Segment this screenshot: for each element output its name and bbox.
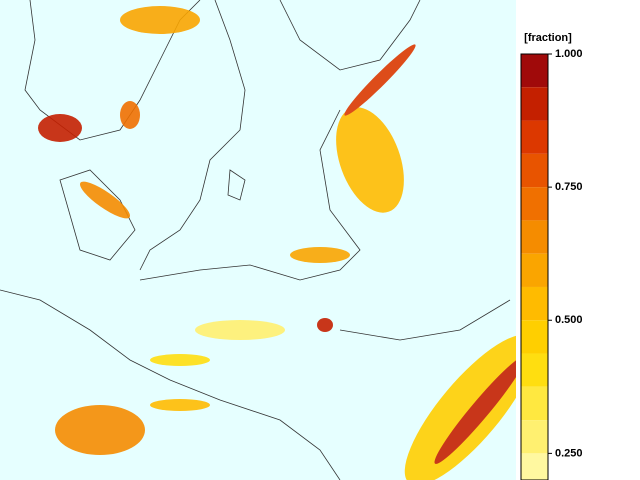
tick-label: 0.250	[555, 447, 583, 459]
color-band	[521, 153, 548, 188]
tick-label: 0.500	[555, 314, 583, 326]
color-band	[521, 453, 548, 480]
color-band	[521, 386, 548, 421]
color-band	[521, 120, 548, 154]
colorbar-frame	[520, 53, 549, 480]
color-band	[521, 220, 548, 254]
tick-label: 0.750	[555, 181, 583, 193]
coastlines	[0, 0, 511, 480]
color-band	[521, 87, 548, 121]
fraction-patches	[38, 6, 536, 480]
color-band	[521, 253, 548, 287]
color-band	[521, 187, 548, 221]
map	[0, 0, 536, 480]
color-band	[521, 353, 548, 387]
color-band	[521, 320, 548, 354]
color-band	[521, 54, 548, 88]
color-band	[521, 420, 548, 454]
colorbar-label: [fraction]	[524, 32, 572, 44]
map-background	[0, 0, 516, 480]
color-band	[521, 286, 548, 321]
colorbar: 1.000 0.750 0.500 0.250	[520, 48, 583, 480]
tick-label: 1.000	[555, 48, 583, 60]
